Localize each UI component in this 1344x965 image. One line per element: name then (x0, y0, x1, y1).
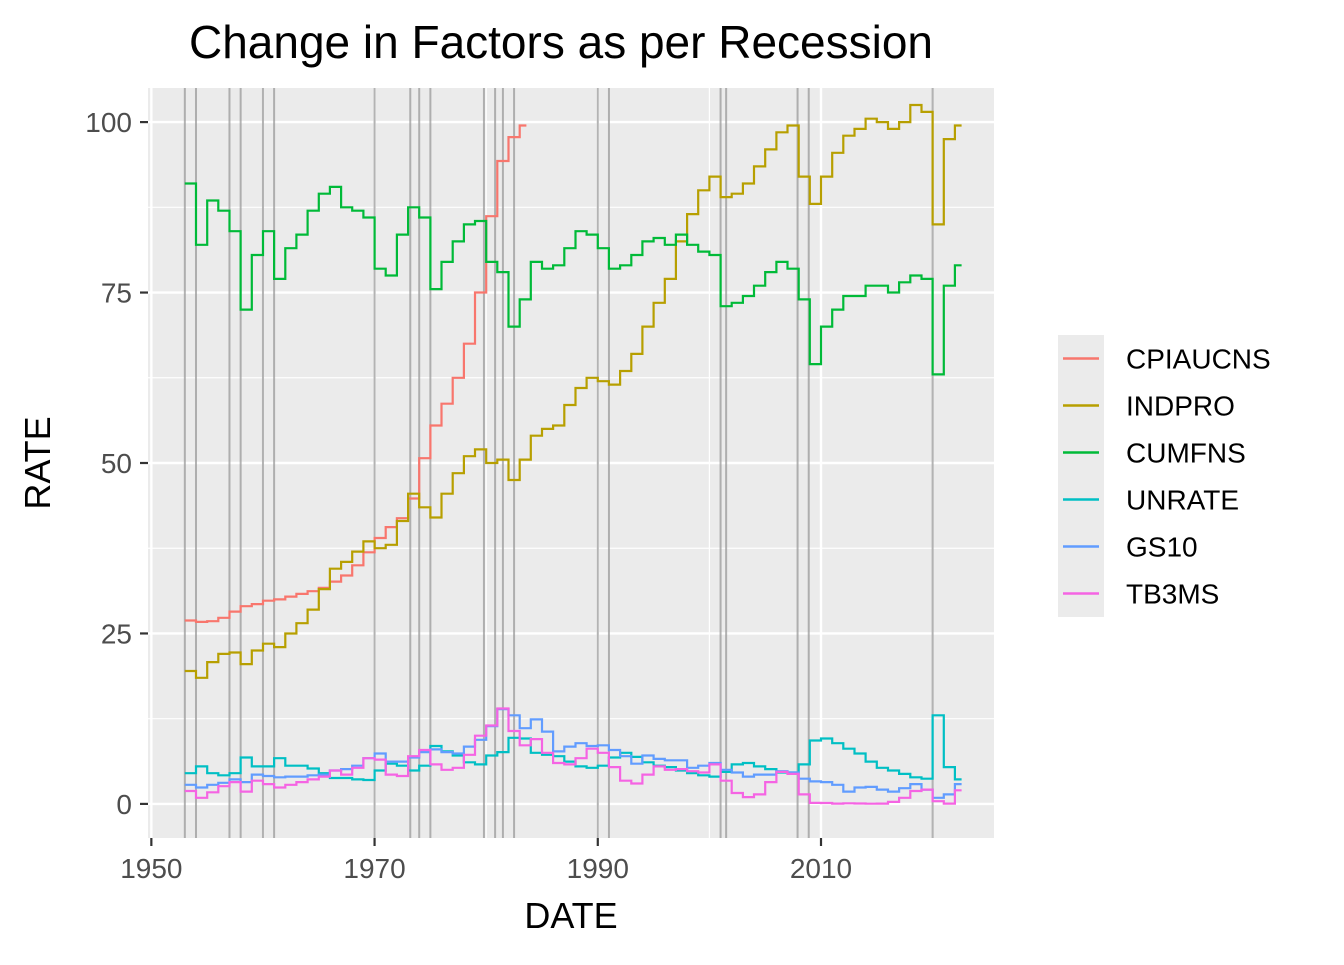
y-axis-title: RATE (17, 416, 58, 509)
series-line-tb3ms (184, 707, 962, 805)
series-line-unrate (184, 714, 962, 782)
x-axis-title: DATE (524, 895, 617, 936)
x-tick-label: 1950 (120, 853, 182, 884)
series-line-indpro (184, 103, 962, 679)
legend-label: CPIAUCNS (1126, 344, 1271, 375)
y-tick-label: 50 (101, 448, 132, 479)
y-tick-label: 0 (116, 789, 132, 820)
x-tick-label: 1990 (567, 853, 629, 884)
legend: CPIAUCNS INDPRO CUMFNS UNRATE GS10 TB3MS (1058, 335, 1271, 617)
series-line-gs10 (184, 708, 962, 799)
axes: 0 25 50 75 100 1950 1970 1990 2010 (85, 107, 852, 884)
legend-label: UNRATE (1126, 485, 1239, 516)
series-line-cumfns (184, 182, 962, 376)
x-tick-label: 2010 (790, 853, 852, 884)
y-tick-label: 100 (85, 107, 132, 138)
y-tick-label: 75 (101, 278, 132, 309)
series-lines (184, 103, 962, 805)
y-tick-label: 25 (101, 618, 132, 649)
x-tick-label: 1970 (343, 853, 405, 884)
legend-label: GS10 (1126, 532, 1198, 563)
chart-title: Change in Factors as per Recession (189, 16, 933, 68)
recession-lines (183, 88, 934, 838)
legend-key-background (1058, 335, 1104, 617)
legend-label: TB3MS (1126, 579, 1219, 610)
series-line-cpiaucns (184, 124, 527, 623)
legend-label: INDPRO (1126, 391, 1235, 422)
legend-label: CUMFNS (1126, 438, 1246, 469)
